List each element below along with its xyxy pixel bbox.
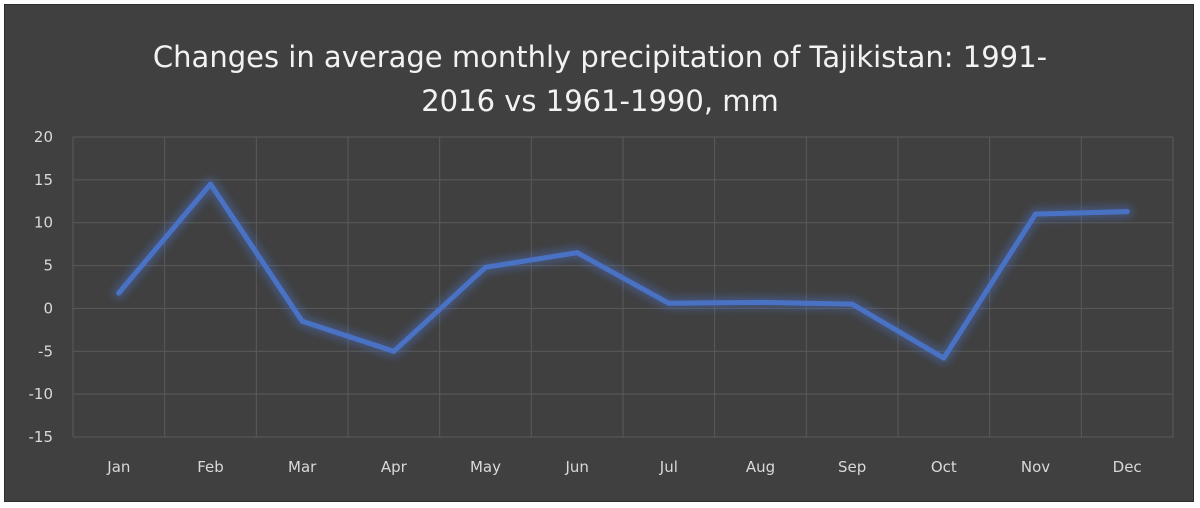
x-tick-label: Sep xyxy=(838,458,866,476)
x-tick-label: Aug xyxy=(746,458,775,476)
y-tick-label: -5 xyxy=(38,342,53,360)
x-tick-label: Feb xyxy=(197,458,224,476)
series-line xyxy=(116,181,1130,361)
chart-frame: Changes in average monthly precipitation… xyxy=(4,4,1194,502)
data-point-jul xyxy=(666,300,672,306)
data-point-may xyxy=(483,264,488,270)
x-tick-label: Nov xyxy=(1021,458,1050,476)
chart-title: Changes in average monthly precipitation… xyxy=(5,35,1195,123)
data-point-nov xyxy=(1033,211,1038,217)
x-tick-label: Mar xyxy=(288,458,317,476)
y-tick-label: 10 xyxy=(34,214,53,232)
data-point-jan xyxy=(116,290,122,296)
x-tick-label: Oct xyxy=(931,458,957,476)
data-point-aug xyxy=(758,299,763,305)
data-point-dec xyxy=(1124,209,1130,215)
line-chart: 20 15 10 5 0 -5 -10 -15 Jan Feb Mar Apr May Jun Jul Aug… xyxy=(29,128,1174,476)
data-point-sep xyxy=(849,301,855,307)
y-tick-label: 20 xyxy=(34,128,53,146)
x-tick-label: Apr xyxy=(381,458,408,476)
x-tick-label: May xyxy=(470,458,501,476)
data-point-oct xyxy=(941,355,947,361)
data-point-apr xyxy=(391,348,397,354)
x-tick-label: Dec xyxy=(1113,458,1142,476)
data-point-jun xyxy=(574,250,580,256)
x-tick-label: Jul xyxy=(659,458,678,476)
data-point-feb xyxy=(208,181,213,187)
y-tick-label: -10 xyxy=(29,385,54,403)
data-point-mar xyxy=(299,318,305,324)
y-tick-label: 15 xyxy=(34,171,53,189)
y-tick-label: 5 xyxy=(43,257,53,275)
x-tick-label: Jun xyxy=(564,458,588,476)
x-tick-label: Jan xyxy=(106,458,130,476)
chart-title-line-2: 2016 vs 1961-1990, mm xyxy=(421,84,779,118)
y-tick-label: -15 xyxy=(29,428,54,446)
y-tick-label: 0 xyxy=(43,299,53,317)
chart-title-line-1: Changes in average monthly precipitation… xyxy=(152,40,1048,74)
